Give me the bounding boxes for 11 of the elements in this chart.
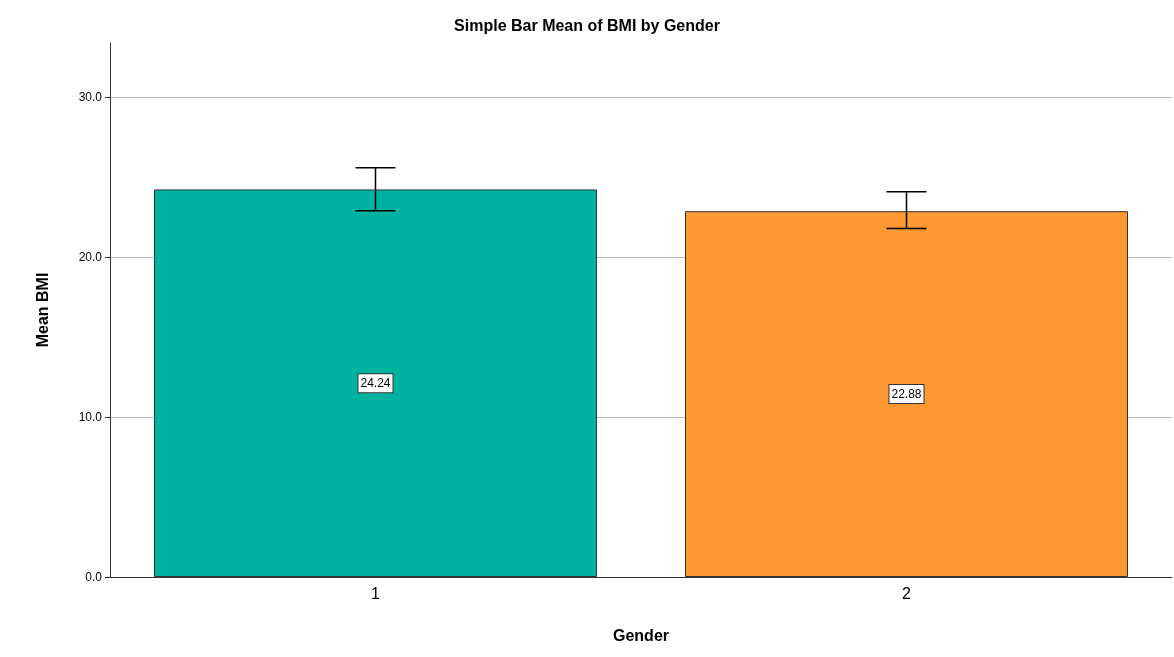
y-tick-label: 30.0 [78,90,103,105]
y-tick-label: 10.0 [78,410,103,425]
x-tick-label: 1 [371,584,381,602]
data-label: 22.88 [891,387,922,402]
data-label: 24.24 [360,376,391,391]
chart-title: Simple Bar Mean of BMI by Gender [454,16,720,34]
x-axis-title: Gender [612,626,670,644]
y-tick-label: 0.0 [85,570,103,584]
x-tick-label: 2 [902,584,912,602]
y-axis-title: Mean BMI [33,272,51,348]
y-tick-label: 20.0 [78,250,103,265]
